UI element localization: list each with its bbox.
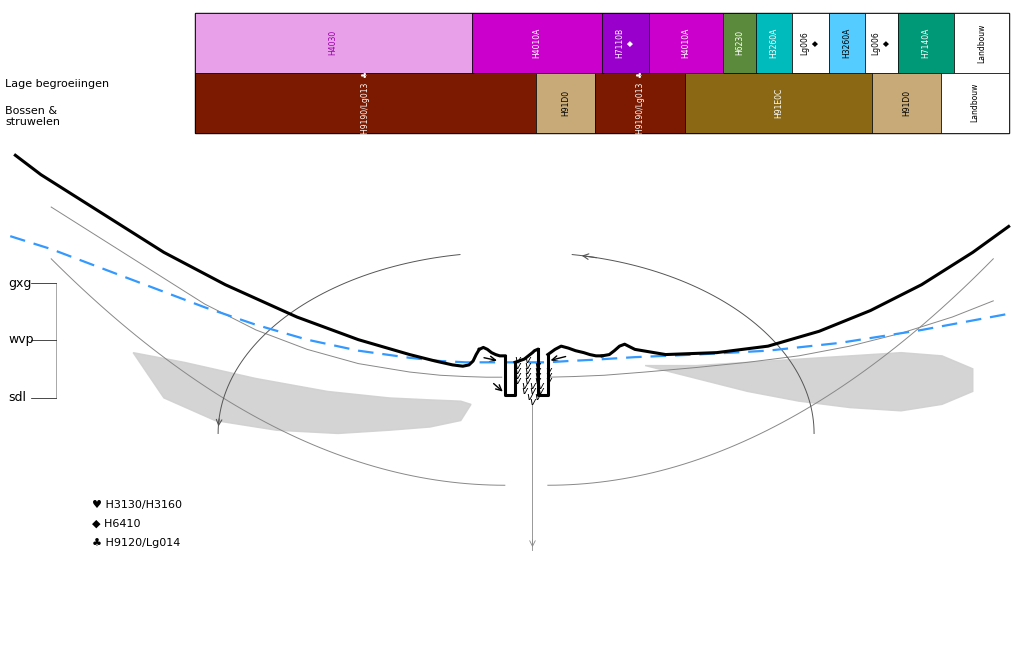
Text: H4010A: H4010A bbox=[682, 28, 690, 58]
Text: v: v bbox=[545, 376, 551, 386]
Bar bbox=[954, 13, 1009, 73]
Text: v: v bbox=[529, 397, 536, 407]
Bar bbox=[941, 73, 1009, 133]
Bar bbox=[595, 73, 685, 133]
Text: v: v bbox=[538, 381, 544, 391]
Bar bbox=[723, 13, 756, 73]
Text: v: v bbox=[535, 376, 541, 386]
Text: v: v bbox=[524, 360, 530, 371]
Polygon shape bbox=[133, 353, 471, 433]
Text: v: v bbox=[535, 360, 541, 371]
Text: v: v bbox=[514, 376, 520, 386]
Text: H91D0: H91D0 bbox=[561, 90, 569, 116]
Text: v: v bbox=[529, 381, 536, 391]
Bar bbox=[536, 73, 595, 133]
Text: H91E0C: H91E0C bbox=[774, 87, 783, 118]
Bar bbox=[685, 73, 872, 133]
Text: v: v bbox=[535, 371, 541, 381]
Text: ♣ H9120/Lg014: ♣ H9120/Lg014 bbox=[92, 538, 180, 549]
Bar bbox=[872, 73, 941, 133]
Text: v: v bbox=[526, 391, 532, 402]
Text: v: v bbox=[514, 366, 520, 376]
Text: sdl: sdl bbox=[8, 391, 27, 404]
Text: H3260A: H3260A bbox=[842, 28, 851, 58]
Text: v: v bbox=[524, 355, 530, 366]
Text: v: v bbox=[538, 386, 544, 397]
Text: H3260A: H3260A bbox=[769, 28, 778, 58]
Text: v: v bbox=[535, 366, 541, 376]
Bar bbox=[756, 13, 793, 73]
Text: H6230: H6230 bbox=[735, 30, 743, 56]
Text: v: v bbox=[521, 381, 527, 391]
Text: H9190/Lg013  ♣: H9190/Lg013 ♣ bbox=[636, 71, 644, 134]
Text: H9190/Lg013  ♣: H9190/Lg013 ♣ bbox=[360, 71, 370, 134]
Text: v: v bbox=[524, 371, 530, 381]
Text: H7110B
◆: H7110B ◆ bbox=[615, 28, 635, 58]
Bar bbox=[898, 13, 954, 73]
Text: Lage begroeiingen: Lage begroeiingen bbox=[5, 79, 110, 89]
Text: ♥ H3130/H3160: ♥ H3130/H3160 bbox=[92, 499, 182, 510]
Bar bbox=[472, 13, 602, 73]
Bar bbox=[828, 13, 865, 73]
Bar bbox=[602, 13, 649, 73]
Text: Landbouw: Landbouw bbox=[971, 83, 980, 122]
Text: H4030: H4030 bbox=[329, 30, 338, 56]
Text: v: v bbox=[514, 355, 520, 366]
Text: v: v bbox=[514, 371, 520, 381]
Text: H4010A: H4010A bbox=[532, 28, 541, 58]
Text: H7140A: H7140A bbox=[922, 28, 931, 58]
Text: Lg006
◆: Lg006 ◆ bbox=[801, 31, 820, 55]
Text: v: v bbox=[529, 386, 536, 397]
Text: v: v bbox=[521, 386, 527, 397]
Bar bbox=[195, 73, 536, 133]
Text: Lg006
◆: Lg006 ◆ bbox=[871, 31, 891, 55]
Bar bbox=[195, 13, 472, 73]
Bar bbox=[865, 13, 898, 73]
Text: wvp: wvp bbox=[8, 333, 34, 346]
Text: H91D0: H91D0 bbox=[902, 90, 911, 116]
Text: v: v bbox=[514, 360, 520, 371]
Text: Bossen &
struwelen: Bossen & struwelen bbox=[5, 105, 60, 127]
Text: gxg: gxg bbox=[8, 277, 32, 290]
Text: v: v bbox=[545, 366, 551, 376]
Text: v: v bbox=[524, 366, 530, 376]
Text: ◆ H6410: ◆ H6410 bbox=[92, 519, 140, 529]
Bar bbox=[649, 13, 723, 73]
Bar bbox=[793, 13, 828, 73]
Text: v: v bbox=[545, 371, 551, 381]
Text: Landbouw: Landbouw bbox=[977, 23, 986, 63]
Text: v: v bbox=[524, 376, 530, 386]
Polygon shape bbox=[645, 353, 973, 411]
Text: v: v bbox=[535, 391, 541, 402]
